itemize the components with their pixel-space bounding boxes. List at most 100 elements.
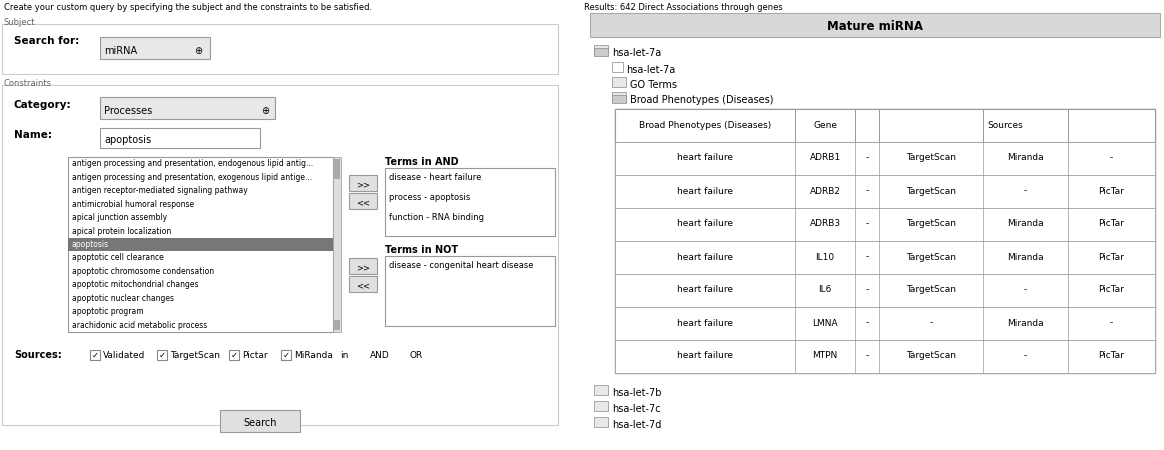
Bar [2, 85, 558, 425]
Text: arachidonic acid metabolic process: arachidonic acid metabolic process [72, 321, 207, 330]
Text: heart failure: heart failure [677, 153, 733, 162]
Text: Category:: Category: [14, 100, 72, 110]
Bar [349, 193, 377, 209]
Text: Search for:: Search for: [14, 36, 79, 46]
Text: Mature miRNA: Mature miRNA [826, 21, 923, 33]
Bar [334, 159, 340, 179]
Text: apoptotic nuclear changes: apoptotic nuclear changes [72, 294, 173, 303]
Text: -: - [865, 186, 868, 195]
Bar [220, 410, 300, 432]
Text: function - RNA binding: function - RNA binding [389, 213, 484, 222]
Bar [100, 128, 260, 148]
Text: ✓: ✓ [230, 351, 237, 360]
Text: Processes: Processes [104, 106, 152, 116]
Text: PicTar: PicTar [1098, 186, 1124, 195]
Text: Miranda: Miranda [1007, 153, 1043, 162]
Text: TargetScan: TargetScan [906, 285, 956, 294]
Text: apoptotic mitochondrial changes: apoptotic mitochondrial changes [72, 280, 199, 289]
Text: ✓: ✓ [283, 351, 290, 360]
Text: apoptotic chromosome condensation: apoptotic chromosome condensation [72, 267, 214, 276]
Text: Gene: Gene [812, 121, 837, 130]
Text: -: - [865, 153, 868, 162]
Text: antigen processing and presentation, exogenous lipid antige...: antigen processing and presentation, exo… [72, 173, 312, 182]
Bar [281, 350, 291, 360]
Text: hsa-let-7a: hsa-let-7a [626, 65, 675, 75]
Bar [594, 385, 608, 395]
Bar [615, 340, 1155, 373]
Text: ADRB2: ADRB2 [809, 186, 840, 195]
Text: disease - congenital heart disease: disease - congenital heart disease [389, 261, 533, 270]
Text: apoptosis: apoptosis [72, 240, 109, 249]
Text: heart failure: heart failure [677, 220, 733, 229]
Bar [90, 350, 100, 360]
Bar [229, 350, 239, 360]
Text: PicTar: PicTar [1098, 351, 1124, 360]
Bar [334, 320, 340, 330]
Bar [594, 45, 608, 55]
Bar [615, 109, 1155, 142]
Bar [612, 92, 626, 102]
Text: TargetScan: TargetScan [906, 252, 956, 261]
Text: in: in [340, 351, 348, 360]
Bar [612, 62, 623, 72]
Text: >>: >> [356, 264, 370, 273]
Text: -: - [865, 351, 868, 360]
Text: hsa-let-7a: hsa-let-7a [612, 48, 661, 58]
Bar [333, 157, 341, 332]
Text: ADRB1: ADRB1 [809, 153, 840, 162]
Bar [615, 274, 1155, 307]
Text: Validated: Validated [102, 351, 146, 360]
Text: -: - [865, 285, 868, 294]
Text: Pictar: Pictar [242, 351, 268, 360]
Bar [68, 238, 333, 251]
Text: Broad Phenotypes (Diseases): Broad Phenotypes (Diseases) [639, 121, 771, 130]
Bar [615, 142, 1155, 175]
Text: ✓: ✓ [158, 351, 165, 360]
Text: Results: 642 Direct Associations through genes: Results: 642 Direct Associations through… [584, 3, 782, 12]
Text: -: - [865, 319, 868, 328]
Text: Terms in AND: Terms in AND [385, 157, 459, 167]
Bar [2, 24, 558, 74]
Text: TargetScan: TargetScan [906, 153, 956, 162]
Text: TargetScan: TargetScan [906, 351, 956, 360]
Bar [594, 401, 608, 411]
Text: PicTar: PicTar [1098, 252, 1124, 261]
Text: TargetScan: TargetScan [906, 186, 956, 195]
Text: -: - [1109, 153, 1113, 162]
Bar [615, 307, 1155, 340]
Text: heart failure: heart failure [677, 319, 733, 328]
Text: apoptosis: apoptosis [104, 135, 151, 145]
Text: apical junction assembly: apical junction assembly [72, 213, 168, 222]
Text: Miranda: Miranda [1007, 220, 1043, 229]
Text: heart failure: heart failure [677, 186, 733, 195]
Circle shape [397, 350, 407, 360]
Bar [615, 109, 1155, 373]
Text: process - apoptosis: process - apoptosis [389, 193, 470, 202]
Text: -: - [865, 220, 868, 229]
Text: TargetScan: TargetScan [906, 220, 956, 229]
Bar [157, 350, 166, 360]
Text: Sources: Sources [987, 121, 1023, 130]
Text: Constraints: Constraints [3, 79, 52, 88]
Text: -: - [1023, 186, 1027, 195]
Text: TargetScan: TargetScan [170, 351, 220, 360]
Text: Search: Search [243, 418, 277, 428]
Text: >>: >> [356, 180, 370, 189]
Bar [612, 95, 626, 103]
Text: hsa-let-7b: hsa-let-7b [612, 388, 661, 398]
Text: Terms in NOT: Terms in NOT [385, 245, 459, 255]
Text: apoptotic cell clearance: apoptotic cell clearance [72, 253, 164, 262]
Text: OR: OR [410, 351, 424, 360]
Bar [349, 276, 377, 292]
Text: PicTar: PicTar [1098, 285, 1124, 294]
Text: -: - [1109, 319, 1113, 328]
Text: heart failure: heart failure [677, 252, 733, 261]
Text: ⊕: ⊕ [194, 46, 203, 56]
Text: GO Terms: GO Terms [630, 80, 677, 90]
Text: hsa-let-7d: hsa-let-7d [612, 420, 661, 430]
Bar [100, 97, 275, 119]
Text: antigen processing and presentation, endogenous lipid antig...: antigen processing and presentation, end… [72, 159, 313, 168]
Text: Subject: Subject [3, 18, 35, 27]
Text: Miranda: Miranda [1007, 319, 1043, 328]
Text: apical protein localization: apical protein localization [72, 226, 171, 235]
